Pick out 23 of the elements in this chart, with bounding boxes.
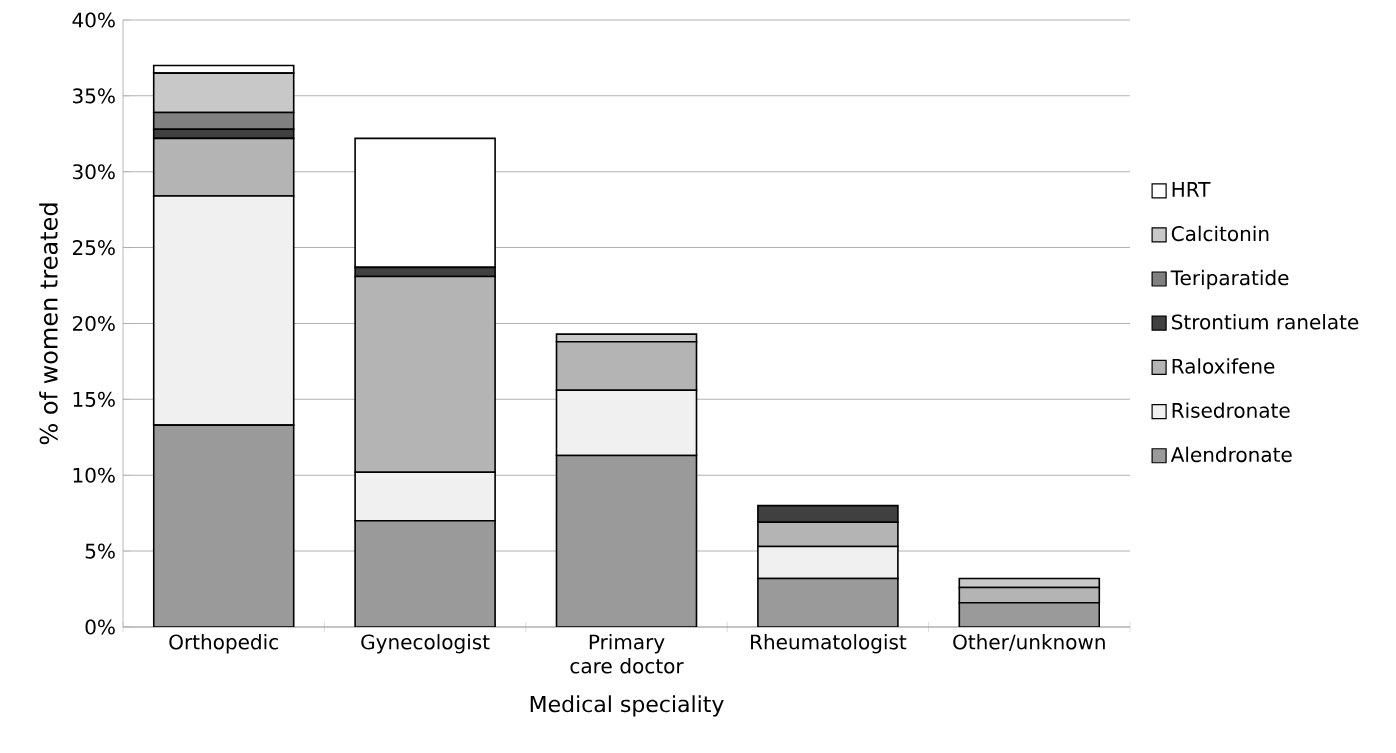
legend-label: Alendronate	[1170, 446, 1292, 463]
x-tick-label: Other/unknown	[953, 634, 1105, 652]
legend-label: Risedronate	[1172, 402, 1290, 418]
y-tick-label: 35%	[73, 88, 115, 104]
y-tick-label: 30%	[73, 164, 115, 180]
legend-label: HRT	[1172, 182, 1211, 197]
legend-label: Calcitonin	[1171, 225, 1269, 242]
legend-label: Teriparatide	[1170, 269, 1289, 290]
x-tick-label: Rheumatologist	[751, 634, 907, 654]
y-tick-label: 10%	[73, 467, 115, 483]
x-tick-label: Gynecologist	[361, 634, 490, 654]
y-tick-label: 15%	[73, 391, 115, 407]
legend-label: Raloxifene	[1172, 358, 1275, 374]
y-tick-label: 20%	[72, 315, 115, 332]
y-tick-label: 25%	[72, 240, 115, 256]
y-tick-label: 40%	[72, 12, 115, 28]
y-tick-label: 5%	[85, 543, 115, 559]
y-axis-title: % of women treated	[39, 203, 58, 445]
y-tick-label: 0%	[85, 619, 115, 635]
x-tick-label: Orthopedic	[169, 634, 278, 654]
legend-label: Strontium ranelate	[1172, 314, 1359, 330]
x-axis-title: Medical speciality	[530, 695, 724, 717]
x-tick-label: Primary care doctor	[570, 634, 684, 674]
